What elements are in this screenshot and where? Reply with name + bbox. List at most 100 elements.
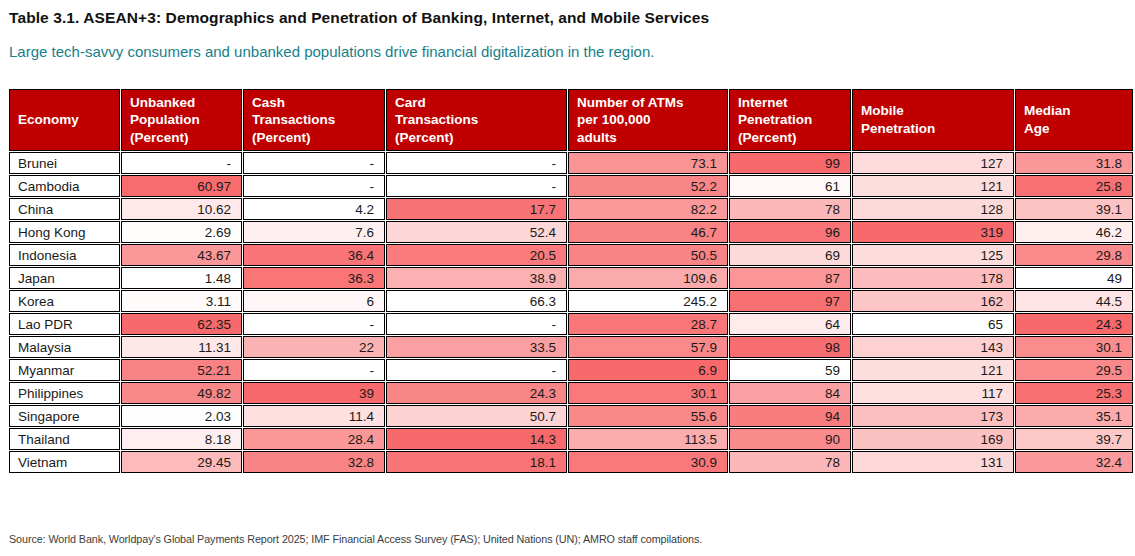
cell-mobile: 162 xyxy=(852,290,1014,312)
cell-internet: 99 xyxy=(729,152,851,174)
cell-unbanked: 2.03 xyxy=(121,405,242,427)
cell-economy: Cambodia xyxy=(9,175,120,197)
column-header-economy: Economy xyxy=(9,89,120,151)
table-row: Lao PDR62.35--28.7646524.3 xyxy=(9,313,1133,335)
cell-unbanked: 11.31 xyxy=(121,336,242,358)
cell-mobile: 173 xyxy=(852,405,1014,427)
cell-card: 18.1 xyxy=(386,451,567,473)
cell-card: 50.7 xyxy=(386,405,567,427)
table-row: Malaysia11.312233.557.99814330.1 xyxy=(9,336,1133,358)
cell-atms: 6.9 xyxy=(568,359,728,381)
cell-card: 14.3 xyxy=(386,428,567,450)
cell-median_age: 29.8 xyxy=(1015,244,1133,266)
cell-internet: 98 xyxy=(729,336,851,358)
cell-median_age: 39.1 xyxy=(1015,198,1133,220)
cell-mobile: 65 xyxy=(852,313,1014,335)
cell-internet: 90 xyxy=(729,428,851,450)
cell-internet: 94 xyxy=(729,405,851,427)
cell-card: 20.5 xyxy=(386,244,567,266)
cell-card: 66.3 xyxy=(386,290,567,312)
table-row: Cambodia60.97--52.26112125.8 xyxy=(9,175,1133,197)
cell-median_age: 35.1 xyxy=(1015,405,1133,427)
cell-mobile: 169 xyxy=(852,428,1014,450)
cell-cash: 7.6 xyxy=(243,221,385,243)
cell-internet: 69 xyxy=(729,244,851,266)
table-row: Korea3.11666.3245.29716244.5 xyxy=(9,290,1133,312)
cell-internet: 84 xyxy=(729,382,851,404)
cell-atms: 245.2 xyxy=(568,290,728,312)
cell-median_age: 46.2 xyxy=(1015,221,1133,243)
cell-internet: 96 xyxy=(729,221,851,243)
cell-mobile: 117 xyxy=(852,382,1014,404)
cell-economy: Philippines xyxy=(9,382,120,404)
table-row: Brunei---73.19912731.8 xyxy=(9,152,1133,174)
cell-median_age: 29.5 xyxy=(1015,359,1133,381)
cell-economy: China xyxy=(9,198,120,220)
report-table-figure: Table 3.1. ASEAN+3: Demographics and Pen… xyxy=(0,0,1135,556)
cell-cash: 11.4 xyxy=(243,405,385,427)
column-header-atms: Number of ATMs per 100,000 adults xyxy=(568,89,728,151)
cell-cash: 39 xyxy=(243,382,385,404)
cell-atms: 30.1 xyxy=(568,382,728,404)
cell-economy: Korea xyxy=(9,290,120,312)
cell-unbanked: 62.35 xyxy=(121,313,242,335)
cell-cash: 4.2 xyxy=(243,198,385,220)
table-subtitle: Large tech-savvy consumers and unbanked … xyxy=(0,27,1135,60)
cell-atms: 28.7 xyxy=(568,313,728,335)
table-row: Philippines49.823924.330.18411725.3 xyxy=(9,382,1133,404)
cell-unbanked: 43.67 xyxy=(121,244,242,266)
cell-mobile: 131 xyxy=(852,451,1014,473)
cell-median_age: 39.7 xyxy=(1015,428,1133,450)
cell-card: 52.4 xyxy=(386,221,567,243)
cell-internet: 61 xyxy=(729,175,851,197)
cell-atms: 73.1 xyxy=(568,152,728,174)
cell-atms: 109.6 xyxy=(568,267,728,289)
cell-unbanked: 49.82 xyxy=(121,382,242,404)
data-table: EconomyUnbanked Population (Percent)Cash… xyxy=(8,88,1134,474)
cell-internet: 78 xyxy=(729,451,851,473)
cell-economy: Hong Kong xyxy=(9,221,120,243)
cell-economy: Lao PDR xyxy=(9,313,120,335)
cell-economy: Singapore xyxy=(9,405,120,427)
cell-cash: 22 xyxy=(243,336,385,358)
table-row: Vietnam29.4532.818.130.97813132.4 xyxy=(9,451,1133,473)
cell-median_age: 25.3 xyxy=(1015,382,1133,404)
cell-median_age: 49 xyxy=(1015,267,1133,289)
cell-card: - xyxy=(386,313,567,335)
column-header-mobile: Mobile Penetration xyxy=(852,89,1014,151)
cell-card: 38.9 xyxy=(386,267,567,289)
cell-internet: 64 xyxy=(729,313,851,335)
cell-atms: 82.2 xyxy=(568,198,728,220)
cell-cash: - xyxy=(243,313,385,335)
cell-economy: Brunei xyxy=(9,152,120,174)
cell-unbanked: 8.18 xyxy=(121,428,242,450)
source-note: Source: World Bank, Worldpay's Global Pa… xyxy=(9,533,702,545)
cell-internet: 59 xyxy=(729,359,851,381)
cell-cash: 32.8 xyxy=(243,451,385,473)
cell-internet: 78 xyxy=(729,198,851,220)
cell-unbanked: 52.21 xyxy=(121,359,242,381)
table-title: Table 3.1. ASEAN+3: Demographics and Pen… xyxy=(0,0,1135,27)
cell-economy: Indonesia xyxy=(9,244,120,266)
cell-cash: - xyxy=(243,152,385,174)
cell-median_age: 32.4 xyxy=(1015,451,1133,473)
cell-economy: Malaysia xyxy=(9,336,120,358)
table-row: Thailand8.1828.414.3113.59016939.7 xyxy=(9,428,1133,450)
cell-atms: 30.9 xyxy=(568,451,728,473)
cell-median_age: 24.3 xyxy=(1015,313,1133,335)
cell-unbanked: - xyxy=(121,152,242,174)
cell-mobile: 143 xyxy=(852,336,1014,358)
cell-atms: 57.9 xyxy=(568,336,728,358)
table-row: Singapore2.0311.450.755.69417335.1 xyxy=(9,405,1133,427)
cell-unbanked: 29.45 xyxy=(121,451,242,473)
cell-economy: Vietnam xyxy=(9,451,120,473)
cell-unbanked: 3.11 xyxy=(121,290,242,312)
cell-economy: Myanmar xyxy=(9,359,120,381)
table-row: Japan1.4836.338.9109.68717849 xyxy=(9,267,1133,289)
cell-median_age: 44.5 xyxy=(1015,290,1133,312)
cell-mobile: 178 xyxy=(852,267,1014,289)
cell-mobile: 128 xyxy=(852,198,1014,220)
cell-mobile: 125 xyxy=(852,244,1014,266)
cell-internet: 87 xyxy=(729,267,851,289)
table-header: EconomyUnbanked Population (Percent)Cash… xyxy=(9,89,1133,151)
